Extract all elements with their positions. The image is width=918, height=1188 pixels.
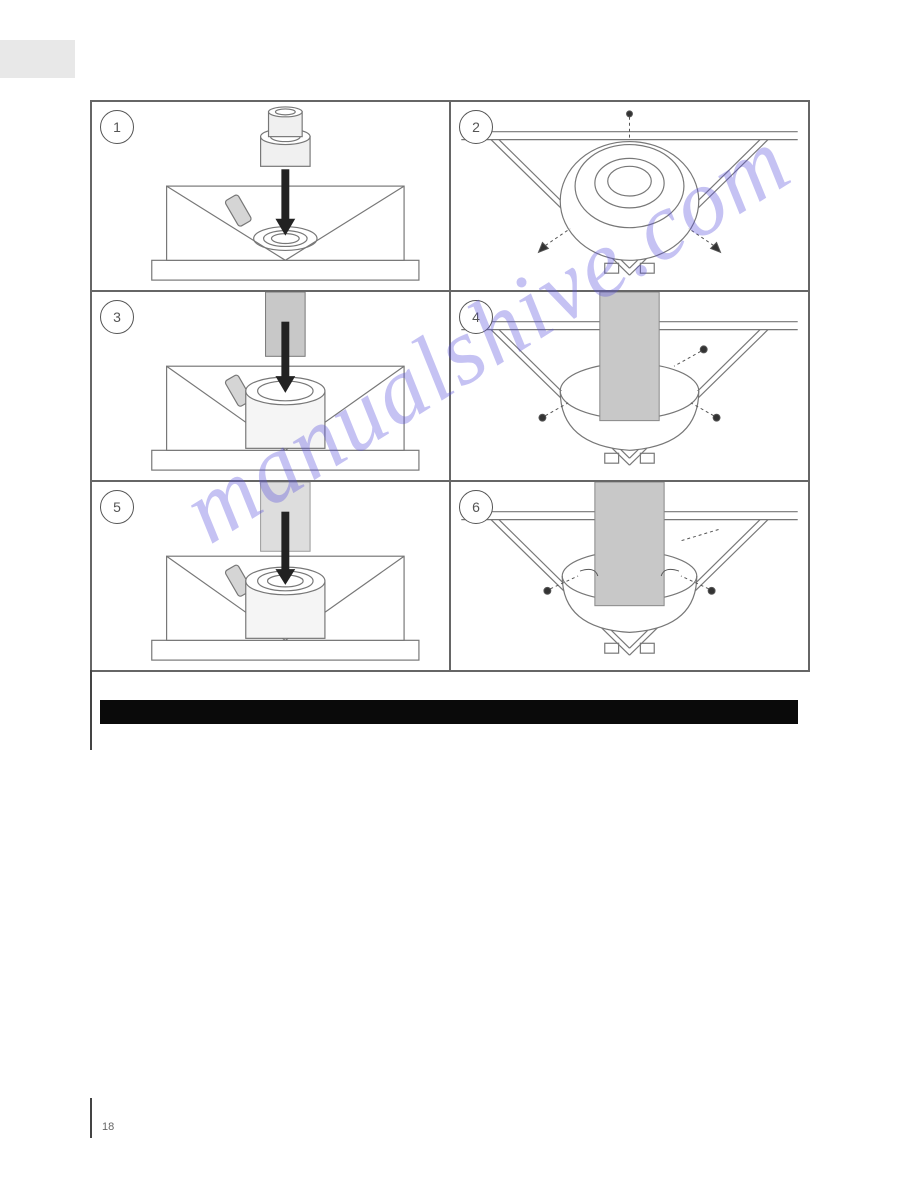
diagram-cell-3: 3: [91, 291, 450, 481]
diagram-svg-3: [92, 292, 449, 480]
diagram-svg-4: [451, 292, 808, 480]
bottom-margin-rule: [90, 1098, 92, 1138]
diagram-svg-5: [92, 482, 449, 670]
step-number-2: 2: [459, 110, 493, 144]
diagram-cell-1: 1: [91, 101, 450, 291]
left-margin-rule: [90, 670, 92, 750]
diagram-cell-6: 6: [450, 481, 809, 671]
step-number-1: 1: [100, 110, 134, 144]
diagram-cell-5: 5: [91, 481, 450, 671]
diagram-cell-2: 2: [450, 101, 809, 291]
diagram-svg-6: [451, 482, 808, 670]
header-tab: [0, 40, 75, 78]
step-number-6: 6: [459, 490, 493, 524]
diagram-svg-2: [451, 102, 808, 290]
step-number-3: 3: [100, 300, 134, 334]
step-number-4: 4: [459, 300, 493, 334]
diagram-grid: 1: [90, 100, 810, 672]
section-bar: [100, 700, 798, 724]
diagram-cell-4: 4: [450, 291, 809, 481]
page-number: 18: [102, 1121, 114, 1133]
diagram-svg-1: [92, 102, 449, 290]
step-number-5: 5: [100, 490, 134, 524]
